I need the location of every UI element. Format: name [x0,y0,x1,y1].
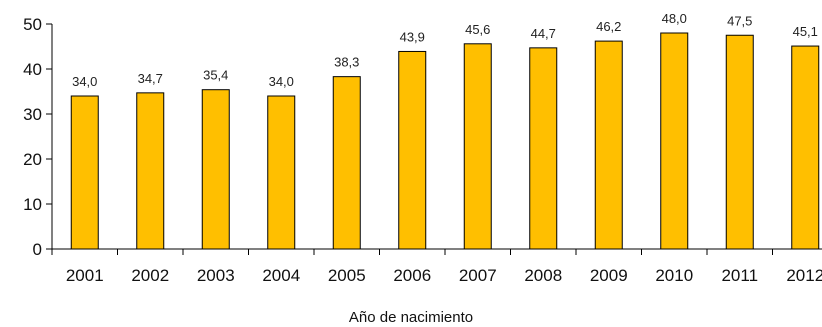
bar [267,95,296,250]
x-axis-title: Año de nacimiento [349,309,473,326]
bar [725,34,754,250]
data-labels: 34,0 34,7 35,4 34,0 38,3 43,9 45,6 44,7 46,2 48,0… [72,11,818,89]
bar [332,76,361,250]
x-tick-label: 2010 [655,266,693,285]
y-tick-label: 50 [23,15,42,34]
x-tick-label: 2001 [66,266,104,285]
data-label: 48,0 [662,11,687,26]
x-axis: 2001 2002 2003 2004 2005 2006 2007 2008 2009 2010… [51,248,822,285]
data-label: 34,0 [72,74,97,89]
x-tick-label: 2008 [524,266,562,285]
bar [136,92,165,250]
x-tick-label: 2007 [459,266,497,285]
y-tick-label: 40 [23,60,42,79]
x-tick-label: 2011 [721,266,758,285]
bars [70,32,820,250]
data-label: 45,1 [793,24,818,39]
y-tick-label: 20 [23,150,42,169]
data-label: 46,2 [596,19,621,34]
x-tick-label: 2012 [786,266,822,285]
bar [529,47,558,250]
bar [201,89,230,250]
data-label: 38,3 [334,55,359,70]
bar [791,45,820,250]
x-tick-label: 2005 [328,266,366,285]
bar [398,50,427,250]
y-tick-label: 10 [23,195,42,214]
x-tick-label: 2006 [393,266,431,285]
data-label: 34,7 [138,71,163,86]
data-label: 35,4 [203,68,228,83]
y-tick-label: 30 [23,105,42,124]
data-label: 44,7 [531,26,556,41]
bar [70,95,99,250]
data-label: 47,5 [727,13,752,28]
bar [660,32,689,250]
x-tick-label: 2003 [197,266,235,285]
bar [463,43,492,250]
bar [594,40,623,250]
x-tick-label: 2002 [131,266,169,285]
y-tick-label: 0 [33,240,42,259]
x-tick-label: 2009 [590,266,628,285]
data-label: 43,9 [400,29,425,44]
data-label: 45,6 [465,22,490,37]
x-tick-label: 2004 [262,266,300,285]
y-axis: 0 10 20 30 40 50 [23,15,53,259]
data-label: 34,0 [269,74,294,89]
